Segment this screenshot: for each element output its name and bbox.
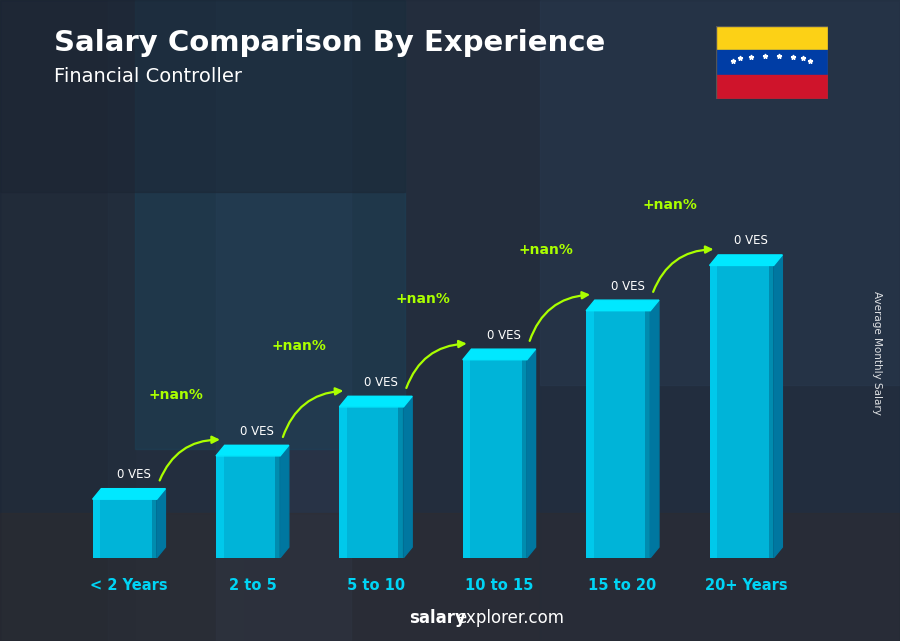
Text: 0 VES: 0 VES bbox=[117, 468, 151, 481]
Text: 2 to 5: 2 to 5 bbox=[229, 578, 276, 594]
Polygon shape bbox=[93, 488, 166, 499]
Bar bbox=[399, 407, 403, 558]
Text: 0 VES: 0 VES bbox=[487, 329, 521, 342]
Text: 0 VES: 0 VES bbox=[240, 425, 274, 438]
Text: 0 VES: 0 VES bbox=[364, 376, 398, 388]
Bar bbox=[540, 0, 900, 385]
Polygon shape bbox=[280, 445, 289, 558]
Bar bbox=[716, 26, 828, 50]
Polygon shape bbox=[651, 300, 659, 558]
FancyArrowPatch shape bbox=[530, 292, 588, 341]
Text: salary: salary bbox=[410, 609, 466, 627]
Text: Salary Comparison By Experience: Salary Comparison By Experience bbox=[54, 29, 605, 57]
Text: +nan%: +nan% bbox=[272, 339, 327, 353]
Bar bbox=[709, 265, 717, 558]
Bar bbox=[216, 456, 224, 558]
Bar bbox=[216, 0, 351, 641]
Text: 20+ Years: 20+ Years bbox=[705, 578, 788, 594]
Bar bbox=[108, 0, 243, 641]
Bar bbox=[586, 311, 594, 558]
FancyArrowPatch shape bbox=[653, 247, 711, 292]
Bar bbox=[716, 50, 828, 75]
Polygon shape bbox=[463, 349, 536, 360]
Polygon shape bbox=[403, 396, 412, 558]
Text: < 2 Years: < 2 Years bbox=[90, 578, 167, 594]
Bar bbox=[769, 265, 774, 558]
Bar bbox=[463, 360, 526, 558]
Bar bbox=[339, 407, 403, 558]
Bar bbox=[93, 499, 157, 558]
Bar bbox=[645, 311, 651, 558]
Text: +nan%: +nan% bbox=[148, 388, 203, 402]
Text: 0 VES: 0 VES bbox=[734, 235, 768, 247]
Text: 5 to 10: 5 to 10 bbox=[346, 578, 405, 594]
FancyArrowPatch shape bbox=[159, 437, 218, 481]
Bar bbox=[93, 499, 100, 558]
Text: +nan%: +nan% bbox=[395, 292, 450, 306]
Polygon shape bbox=[709, 255, 782, 265]
Bar bbox=[0, 0, 405, 192]
Text: +nan%: +nan% bbox=[642, 197, 697, 212]
Text: 15 to 20: 15 to 20 bbox=[589, 578, 657, 594]
Text: Average Monthly Salary: Average Monthly Salary bbox=[872, 290, 883, 415]
Bar bbox=[339, 407, 347, 558]
Bar bbox=[0, 513, 900, 641]
Bar bbox=[709, 265, 774, 558]
Bar bbox=[463, 360, 471, 558]
Text: Financial Controller: Financial Controller bbox=[54, 67, 242, 87]
Text: 10 to 15: 10 to 15 bbox=[465, 578, 534, 594]
Text: +nan%: +nan% bbox=[518, 243, 573, 257]
Text: explorer.com: explorer.com bbox=[456, 609, 564, 627]
Polygon shape bbox=[157, 488, 166, 558]
Bar bbox=[151, 499, 157, 558]
Bar bbox=[275, 456, 280, 558]
Polygon shape bbox=[216, 445, 289, 456]
Text: 0 VES: 0 VES bbox=[610, 279, 644, 292]
FancyArrowPatch shape bbox=[283, 388, 341, 437]
Bar bbox=[216, 456, 280, 558]
Polygon shape bbox=[774, 255, 782, 558]
Bar bbox=[586, 311, 651, 558]
Polygon shape bbox=[526, 349, 536, 558]
Bar bbox=[522, 360, 526, 558]
Bar bbox=[0, 0, 135, 641]
Polygon shape bbox=[586, 300, 659, 311]
Polygon shape bbox=[339, 396, 412, 407]
Bar bbox=[135, 0, 405, 449]
Bar bbox=[540, 0, 900, 641]
FancyArrowPatch shape bbox=[406, 341, 464, 388]
Bar bbox=[716, 75, 828, 99]
